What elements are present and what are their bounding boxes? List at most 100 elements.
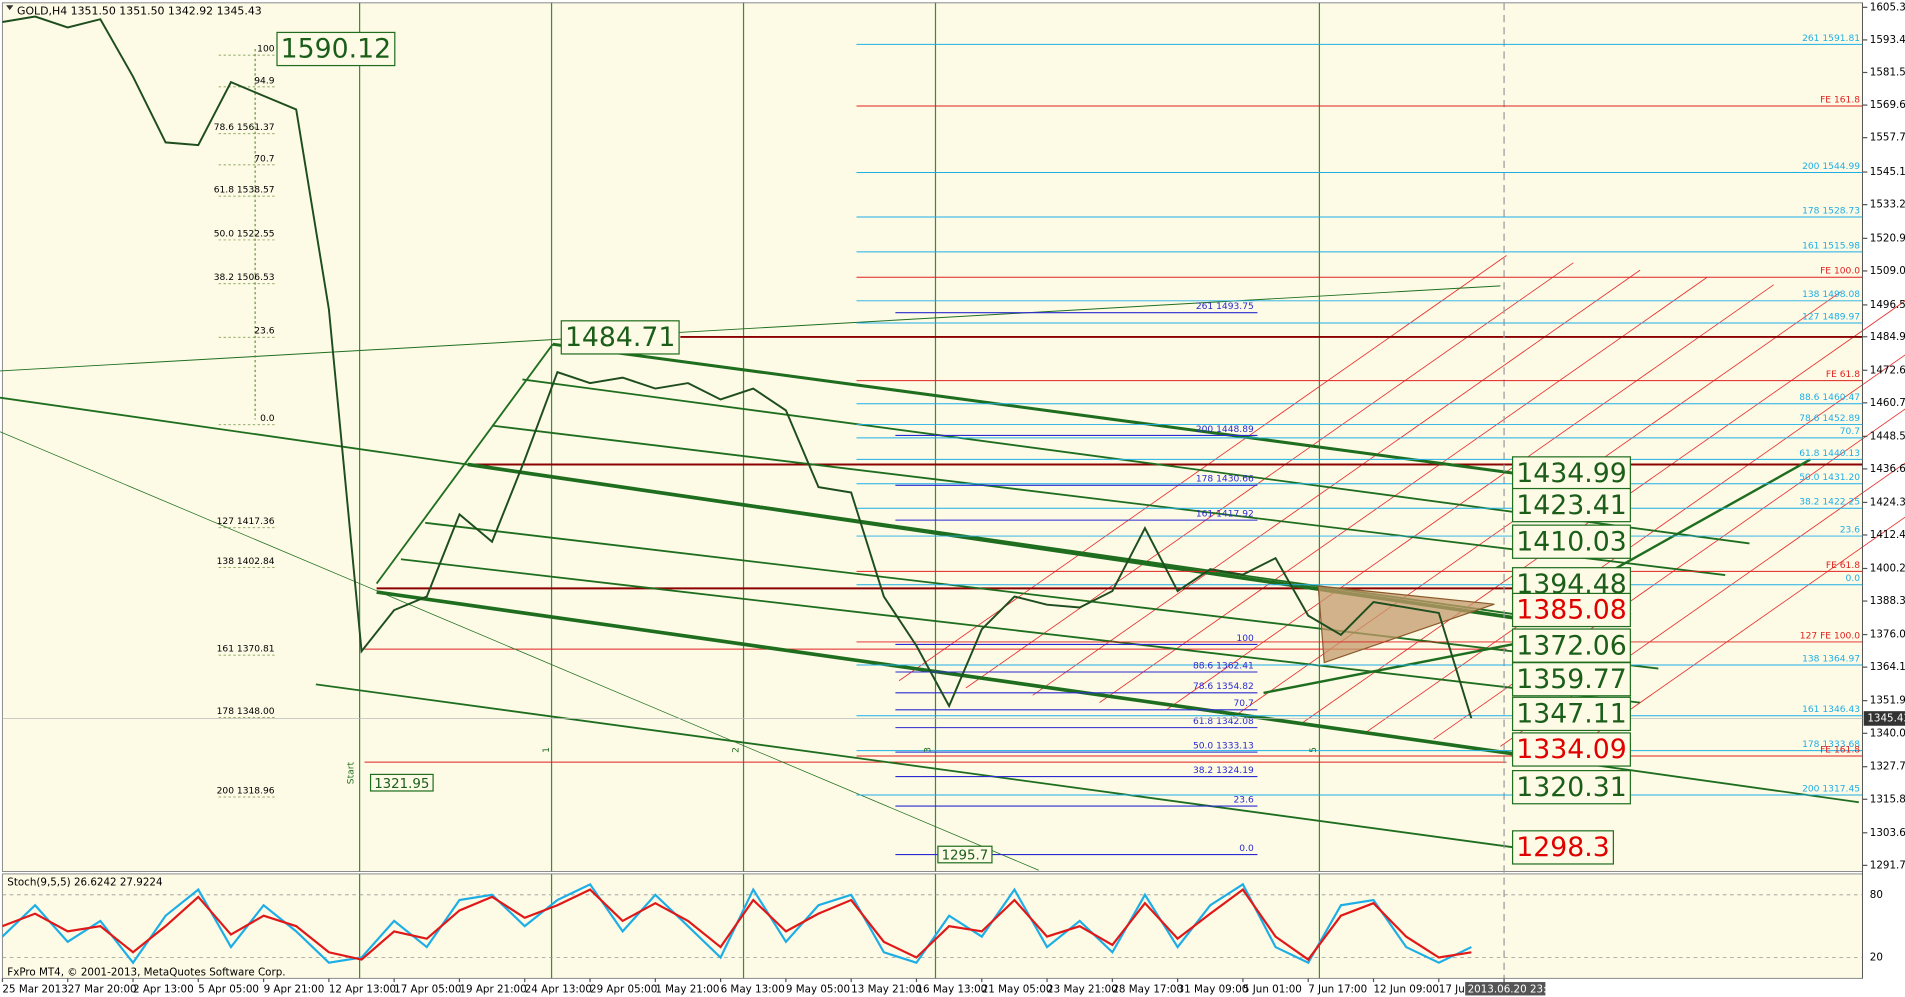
price-box-label: 1334.09 (1516, 734, 1627, 765)
y-tick-label: 1472.69 (1870, 364, 1905, 376)
price-box-label: 1298.3 (1516, 832, 1610, 863)
fib-level-label: 161 1417.92 (1196, 510, 1254, 520)
fib-level-label: 127 1417.36 (217, 517, 275, 527)
y-tick-label: 1327.79 (1870, 761, 1905, 773)
x-tick-label: 9 May 05:00 (786, 983, 850, 995)
fib-level-label: 61.8 1538.57 (214, 186, 275, 196)
x-tick-label: 13 May 21:00 (851, 983, 922, 995)
price-box (369, 773, 434, 792)
stoch-panel (1, 873, 1863, 979)
price-box-label: 1359.77 (1516, 664, 1627, 695)
y-tick-label: 1364.19 (1870, 661, 1905, 673)
wave-label: 3 (924, 747, 934, 753)
wave-label: Start (347, 762, 357, 785)
fib-level-label: 138 1402.84 (217, 557, 275, 567)
price-box (937, 845, 993, 864)
fib-level-label: 127 FE 100.0 (1800, 631, 1860, 641)
fib-level-label: 138 1498.08 (1802, 290, 1860, 300)
y-tick-label: 1593.44 (1870, 34, 1905, 46)
y-tick-label: 1509.00 (1870, 265, 1905, 277)
price-box (1511, 696, 1631, 732)
fib-level-label: 261 1591.81 (1802, 34, 1860, 44)
x-tick-label: 6 May 13:00 (721, 983, 785, 995)
stoch-title: Stoch(9,5,5) 26.6242 27.9224 (7, 876, 162, 888)
current-price-label: 1345.43 (1867, 712, 1905, 724)
fib-level-label: 161 1515.98 (1802, 241, 1860, 251)
y-tick-label: 1351.94 (1870, 695, 1905, 707)
fib-level-label: 0.0 (260, 414, 275, 424)
chart-title: GOLD,H4 1351.50 1351.50 1342.92 1345.43 (17, 4, 262, 17)
fib-level-label: 88.6 1460.47 (1799, 393, 1860, 403)
price-box-label: 1484.71 (565, 322, 676, 353)
fib-level-label: 178 1528.73 (1802, 206, 1860, 216)
y-tick-label: 1545.14 (1870, 166, 1905, 178)
x-tick-label: 24 Apr 13:00 (525, 983, 592, 995)
current-price-bg (1863, 711, 1905, 726)
price-box-label: 1423.41 (1516, 490, 1627, 521)
copyright: FxPro MT4, © 2001-2013, MetaQuotes Softw… (7, 966, 285, 978)
fib-level-label: 61.8 1440.13 (1799, 449, 1860, 459)
fib-level-label: 200 1544.99 (1802, 162, 1860, 172)
trend-line (425, 521, 1659, 670)
fib-level-label: 23.6 (1840, 525, 1860, 535)
y-tick-label: 1340.00 (1870, 727, 1905, 739)
x-tick-label: 17 Apr 05:00 (394, 983, 461, 995)
fib-level-label: 178 1348.00 (217, 707, 275, 717)
price-box-label: 1372.06 (1516, 630, 1627, 661)
wave-label: 5 (1309, 747, 1319, 753)
price-box (1511, 456, 1631, 491)
x-tick-label: 5 Apr 05:00 (198, 983, 259, 995)
x-tick-label: 9 Apr 21:00 (264, 983, 325, 995)
x-tick-label: 2013.06.20 23:59 (1468, 983, 1560, 995)
fib-level-label: FE 100.0 (1820, 267, 1860, 277)
y-tick-label: 1484.94 (1870, 331, 1905, 343)
trend-line (1263, 643, 1513, 695)
fib-level-label: 70.7 (1840, 427, 1860, 437)
trend-line (315, 683, 1513, 849)
fib-level-label: 261 1493.75 (1196, 302, 1254, 312)
fib-level-label: 127 1489.97 (1802, 312, 1860, 322)
x-label-bg (1465, 982, 1546, 996)
x-tick-label: 23 May 21:00 (1047, 983, 1118, 995)
x-tick-label: 21 May 05:00 (982, 983, 1053, 995)
y-tick-label: 1315.89 (1870, 793, 1905, 805)
pitchfork-line (1032, 269, 1641, 696)
pitchfork-line (1166, 284, 1775, 711)
fib-level-label: 70.7 (254, 154, 274, 164)
y-tick-label: 1533.23 (1870, 199, 1905, 211)
price-box-label: 1434.99 (1516, 458, 1627, 489)
fib-level-label: FE 161.8 (1820, 95, 1860, 105)
fib-level-label: 38.2 1324.19 (1193, 766, 1254, 776)
fib-level-label: 88.6 1362.41 (1193, 661, 1254, 671)
y-tick-label: 1303.64 (1870, 827, 1905, 839)
y-tick-label: 1424.39 (1870, 496, 1905, 508)
x-tick-label: 29 Apr 05:00 (590, 983, 657, 995)
fib-level-label: 100 (257, 45, 275, 55)
y-tick-label: 1400.24 (1870, 563, 1905, 575)
y-tick-label: 1376.09 (1870, 629, 1905, 641)
x-tick-label: 28 May 17:00 (1112, 983, 1183, 995)
y-tick-label: 1412.49 (1870, 529, 1905, 541)
x-tick-label: 12 Apr 13:00 (329, 983, 396, 995)
fib-level-label: 161 1346.43 (1802, 705, 1860, 715)
fib-level-label: 0.0 (1239, 844, 1254, 854)
fib-level-label: 50.0 1333.13 (1193, 742, 1254, 752)
fib-level-label: 100 (1236, 634, 1254, 644)
symbol-icon (6, 5, 14, 11)
fib-level-label: 94.9 (254, 76, 274, 86)
fib-level-label: 50.0 1522.55 (214, 229, 275, 239)
y-tick-label: 1557.72 (1870, 132, 1905, 144)
price-box (1511, 732, 1631, 767)
fib-level-label: 200 1448.89 (1196, 425, 1254, 435)
fib-level-label: FE 61.8 (1826, 370, 1860, 380)
price-box-label: 1347.11 (1516, 699, 1627, 730)
price-box-label: 1590.12 (281, 34, 392, 65)
price-box-label: 1410.03 (1516, 526, 1627, 557)
wave-label: 2 (732, 747, 742, 753)
y-tick-label: 1520.91 (1870, 232, 1905, 244)
fib-level-label: 161 1370.81 (217, 645, 275, 655)
wave-label: 1 (542, 747, 552, 753)
fib-level-label: 0.0 (1846, 574, 1861, 584)
